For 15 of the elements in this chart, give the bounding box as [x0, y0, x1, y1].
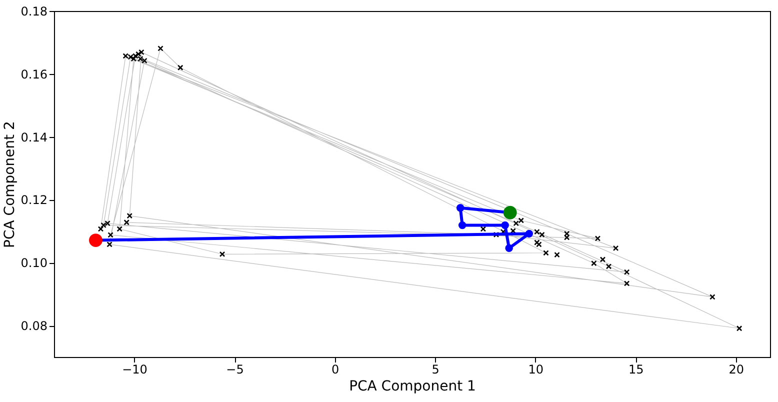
x-tick-label: −10 — [122, 362, 148, 376]
x-tick-label: 20 — [728, 362, 744, 376]
y-tick-label: 0.16 — [20, 67, 48, 82]
y-tick-label: 0.10 — [20, 256, 48, 270]
y-axis-title: PCA Component 2 — [2, 121, 18, 248]
x-axis-title: PCA Component 1 — [349, 378, 476, 394]
y-tick-label: 0.12 — [20, 193, 48, 208]
x-tick-label: 10 — [528, 362, 544, 376]
x-tick-label: −5 — [226, 362, 244, 376]
y-tick-label: 0.18 — [20, 4, 48, 18]
x-tick-label: 0 — [331, 362, 340, 376]
y-tick-label: 0.14 — [20, 130, 48, 144]
x-tick-label: 5 — [432, 362, 440, 376]
x-tick-label: 15 — [628, 362, 644, 376]
y-tick-label: 0.08 — [20, 319, 48, 334]
